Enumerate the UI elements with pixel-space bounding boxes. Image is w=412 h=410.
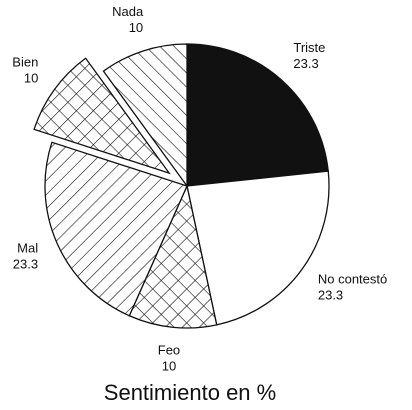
value-label: 23.3 [13, 256, 38, 271]
pie-slice [102, 43, 188, 188]
slice-label: Mal [17, 240, 38, 255]
value-label: 23.3 [293, 56, 318, 71]
pie-slice [186, 170, 330, 326]
pie-slice [33, 57, 171, 175]
slice-label: No contestó [318, 272, 387, 287]
value-label: 10 [162, 359, 176, 374]
slice-label: Feo [158, 343, 180, 358]
pie-slice [44, 141, 188, 317]
value-label: 23.3 [318, 288, 343, 303]
slice-label: Bien [12, 54, 38, 69]
pie-slice [186, 43, 329, 187]
value-label: 10 [129, 20, 143, 35]
slice-label: Nada [112, 4, 144, 19]
chart-title: Sentimiento en % [104, 380, 276, 405]
value-label: 10 [24, 70, 38, 85]
pie-slice [128, 183, 218, 329]
slice-label: Triste [293, 40, 325, 55]
